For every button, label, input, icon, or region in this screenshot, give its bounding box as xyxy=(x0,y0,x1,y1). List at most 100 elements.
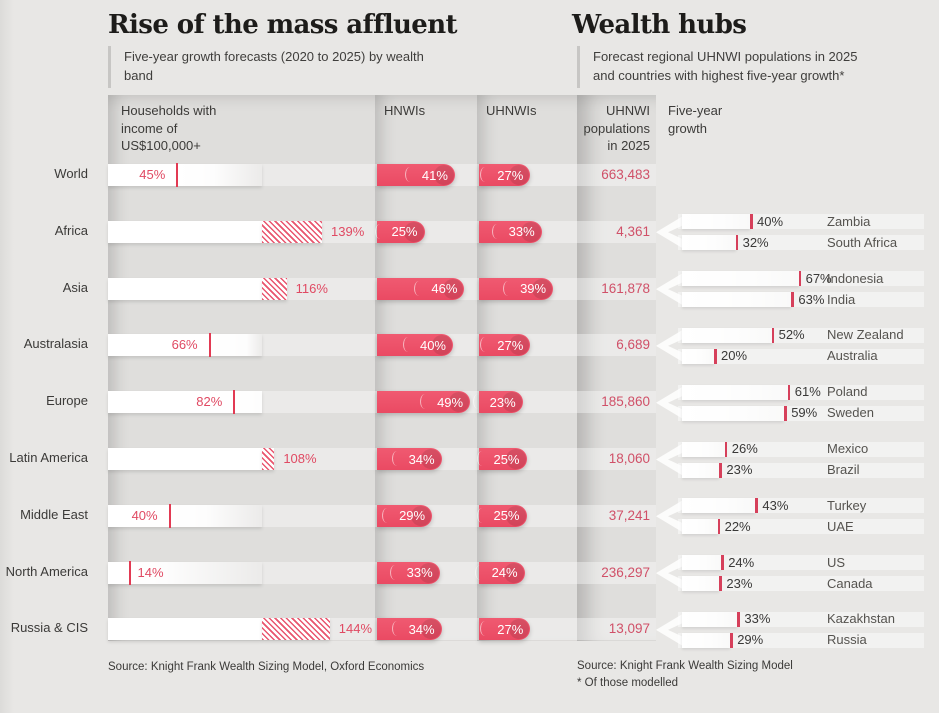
households-overflow-hatch xyxy=(262,448,275,470)
growth-column-header: Five-year growth xyxy=(668,103,723,136)
left-panel-subtitle: Five-year growth forecasts (2020 to 2025… xyxy=(108,46,454,88)
country-row-track xyxy=(678,519,924,535)
households-bar xyxy=(108,561,262,584)
uhnwi-pill: 33% xyxy=(479,220,542,243)
households-bar xyxy=(108,391,262,414)
country-growth-label: 52% xyxy=(778,327,805,343)
hnwi-value-label: 25% xyxy=(391,224,418,240)
country-value-marker xyxy=(719,576,722,592)
pill-highlight-arc xyxy=(480,337,490,353)
country-name-label: Zambia xyxy=(827,213,871,229)
pill-highlight-arc xyxy=(374,223,385,239)
uhnwi-population-value: 37,241 xyxy=(608,507,650,523)
households-value-label: 116% xyxy=(295,280,328,296)
country-row-track xyxy=(678,576,924,592)
country-growth-bar xyxy=(682,632,731,648)
country-growth-bar xyxy=(682,271,799,287)
right-source-note: Source: Knight Frank Wealth Sizing Model… xyxy=(577,660,793,690)
country-growth-bar xyxy=(682,327,772,343)
households-column-band xyxy=(108,95,375,641)
country-growth-label: 29% xyxy=(737,632,764,648)
country-name-label: India xyxy=(827,291,856,307)
country-value-marker xyxy=(737,611,740,627)
households-overflow-hatch xyxy=(262,618,330,641)
country-growth-bar xyxy=(682,498,756,514)
hnwi-column-header: HNWIs xyxy=(384,103,426,118)
region-label: Africa xyxy=(54,222,88,238)
hnwi-pill: 41% xyxy=(377,164,455,186)
region-label: Asia xyxy=(62,279,88,295)
right-panel-title: Wealth hubs xyxy=(572,10,747,40)
households-overflow-hatch xyxy=(262,220,323,243)
country-growth-label: 67% xyxy=(805,270,832,286)
uhnwi-population-value: 161,878 xyxy=(601,280,650,296)
pill-highlight-arc xyxy=(391,621,402,637)
pill-knob xyxy=(501,392,522,413)
pill-highlight-arc xyxy=(476,451,487,466)
country-value-marker xyxy=(721,555,724,571)
pill-knob xyxy=(403,221,424,242)
country-name-label: South Africa xyxy=(827,234,898,250)
pill-knob xyxy=(503,562,524,583)
country-growth-label: 26% xyxy=(731,441,758,456)
hnwi-pill: 29% xyxy=(377,504,433,527)
hnwi-pill: 46% xyxy=(377,277,465,300)
hnwi-value-label: 34% xyxy=(408,621,435,637)
population-column-band xyxy=(577,95,656,641)
pill-knob xyxy=(509,619,530,640)
hnwi-value-label: 34% xyxy=(408,451,435,467)
households-value-label: 108% xyxy=(283,451,317,466)
right-panel-subtitle: Forecast regional UHNWI populations in 2… xyxy=(577,46,923,88)
pill-highlight-arc xyxy=(414,280,424,296)
uhnwi-value-label: 24% xyxy=(491,565,518,581)
country-growth-bar xyxy=(682,292,792,308)
country-value-marker xyxy=(717,519,721,535)
households-value-label: 14% xyxy=(137,564,164,580)
uhnwi-value-label: 39% xyxy=(520,281,547,297)
country-name-label: Mexico xyxy=(827,441,869,456)
uhnwi-value-label: 25% xyxy=(493,508,520,524)
uhnwi-pill: 24% xyxy=(474,561,525,584)
country-growth-label: 20% xyxy=(721,348,748,364)
country-growth-label: 23% xyxy=(726,462,753,477)
country-growth-bar xyxy=(682,576,720,592)
pill-knob xyxy=(411,505,432,526)
uhnwi-value-label: 33% xyxy=(508,224,535,240)
hnwi-pill: 33% xyxy=(377,561,440,584)
hnwi-value-label: 49% xyxy=(437,394,464,410)
households-bar xyxy=(108,334,262,357)
region-label: World xyxy=(54,166,88,181)
country-growth-bar xyxy=(682,384,788,400)
hnwi-value-label: 40% xyxy=(419,337,446,353)
uhnwi-population-value: 18,060 xyxy=(608,451,650,466)
households-column-header: Households with income of US$100,000+ xyxy=(121,103,217,154)
country-growth-label: 63% xyxy=(798,291,825,307)
pill-highlight-arc xyxy=(472,394,483,410)
households-bar xyxy=(108,164,262,186)
hnwi-pill: 40% xyxy=(377,334,453,357)
country-growth-label: 43% xyxy=(762,497,789,513)
country-value-marker xyxy=(750,214,753,230)
pill-knob xyxy=(418,562,439,583)
population-column-header: UHNWI populations in 2025 xyxy=(583,103,651,154)
pill-highlight-arc xyxy=(503,280,513,296)
pill-highlight-arc xyxy=(480,621,490,637)
households-value-label: 40% xyxy=(131,507,158,523)
left-source-note: Source: Knight Frank Wealth Sizing Model… xyxy=(108,661,425,673)
pill-highlight-arc xyxy=(382,507,392,523)
households-value-label: 66% xyxy=(171,337,198,353)
country-growth-label: 33% xyxy=(744,611,771,627)
country-name-label: Sweden xyxy=(827,405,874,421)
uhnwi-pill: 25% xyxy=(476,504,527,527)
hnwi-value-label: 41% xyxy=(421,167,448,183)
country-name-label: US xyxy=(827,554,846,570)
country-row-track xyxy=(678,441,924,457)
country-value-marker xyxy=(735,235,739,251)
uhnwi-pill: 27% xyxy=(479,164,531,186)
country-row-track xyxy=(678,462,924,478)
pill-highlight-arc xyxy=(391,451,402,466)
country-row-track xyxy=(678,555,924,571)
pill-knob xyxy=(505,449,526,469)
